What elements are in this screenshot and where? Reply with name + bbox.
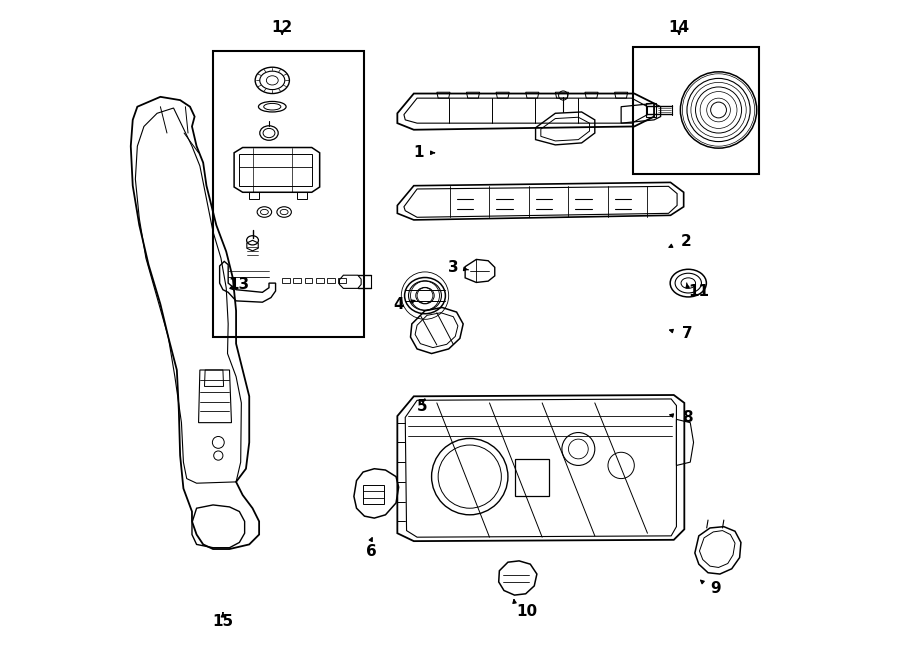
Text: 7: 7 <box>681 327 692 341</box>
Text: 15: 15 <box>212 614 233 629</box>
Text: 11: 11 <box>688 284 709 299</box>
Text: 5: 5 <box>417 399 428 414</box>
Text: 2: 2 <box>680 234 691 249</box>
Text: 14: 14 <box>669 20 689 35</box>
Text: 6: 6 <box>365 543 376 559</box>
Text: 12: 12 <box>272 20 292 35</box>
Text: 1: 1 <box>413 145 424 160</box>
Bar <box>213 51 364 337</box>
Text: 9: 9 <box>710 581 721 596</box>
Text: 10: 10 <box>516 604 537 619</box>
Text: 13: 13 <box>229 277 249 292</box>
Text: 8: 8 <box>681 410 692 425</box>
Bar <box>633 48 760 174</box>
Text: 3: 3 <box>448 260 459 276</box>
Text: 4: 4 <box>393 297 404 312</box>
